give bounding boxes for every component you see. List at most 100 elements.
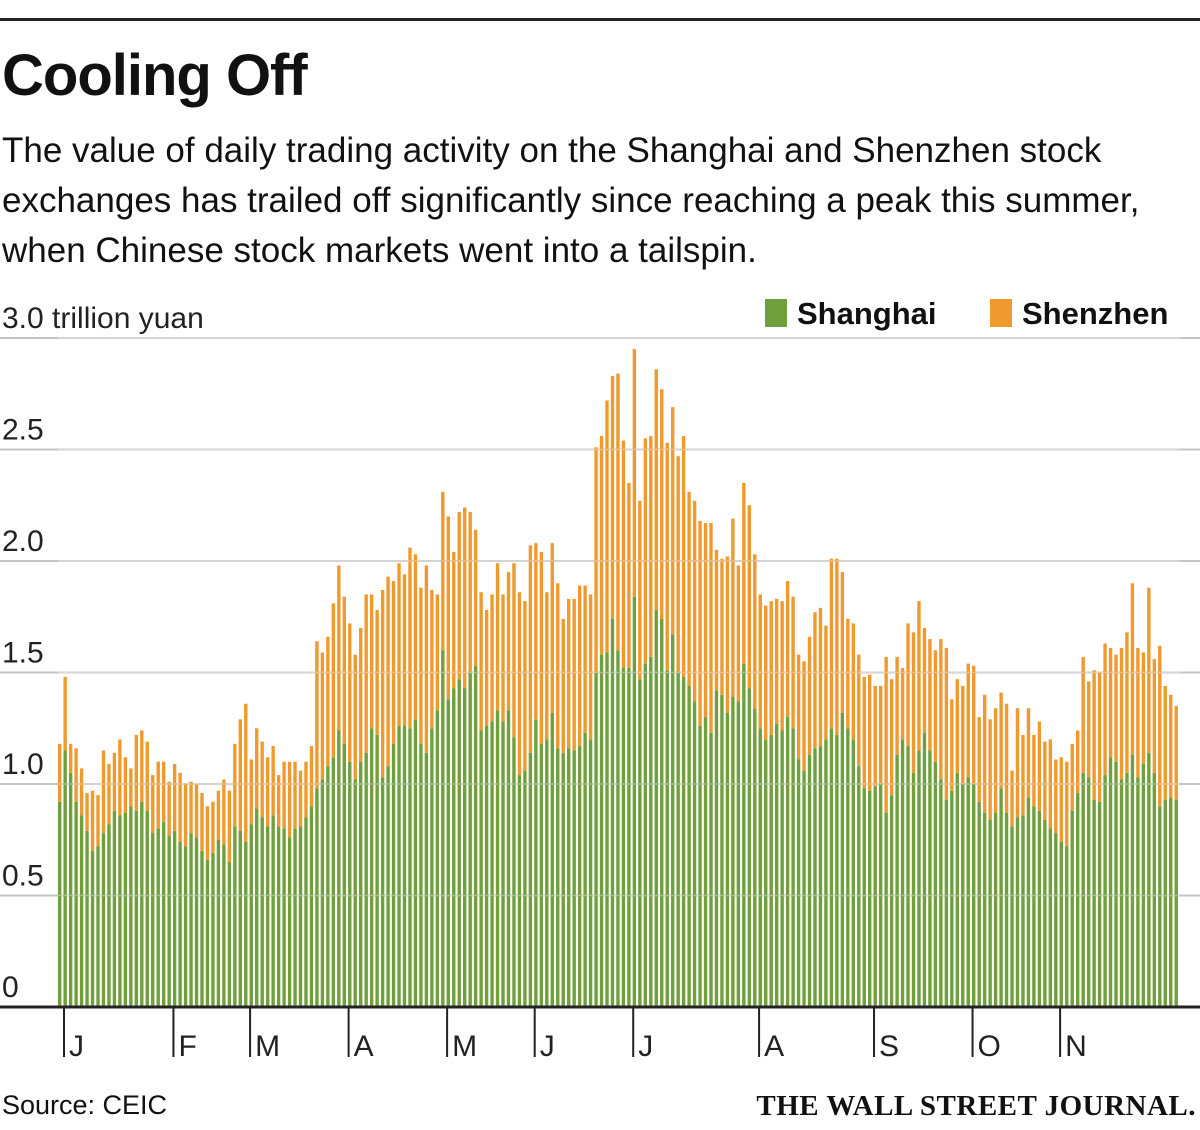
bar-shenzhen: [326, 636, 330, 767]
bar-shanghai: [413, 719, 418, 1007]
bar-shenzhen: [1086, 681, 1091, 778]
bar-shenzhen: [972, 665, 976, 784]
bar-shenzhen: [1081, 656, 1085, 773]
bar-shanghai: [906, 746, 910, 1007]
bar-shanghai: [331, 757, 336, 1007]
bar-shanghai: [391, 743, 396, 1007]
bar-shenzhen: [829, 558, 834, 729]
bar-shanghai: [424, 752, 429, 1007]
bar-shenzhen: [112, 752, 117, 811]
bar-shenzhen: [703, 523, 708, 718]
bar-shanghai: [588, 739, 593, 1007]
bar-shanghai: [320, 779, 325, 1007]
bar-shanghai: [955, 772, 959, 1007]
bar-shenzhen: [753, 554, 757, 709]
bar-shanghai: [583, 732, 587, 1007]
bar-shanghai: [123, 812, 128, 1007]
bar-shanghai: [244, 841, 248, 1007]
bar-shanghai: [698, 726, 702, 1007]
bar-shenzhen: [211, 801, 215, 854]
bar-shenzhen: [123, 757, 128, 813]
publisher-logo: THE WALL STREET JOURNAL.: [756, 1090, 1196, 1122]
bar-shanghai: [758, 728, 762, 1007]
bar-shenzhen: [244, 703, 248, 842]
bar-shanghai: [567, 748, 571, 1007]
bar-shenzhen: [807, 636, 812, 756]
bar-shenzhen: [736, 565, 741, 702]
bar-shanghai: [889, 795, 894, 1007]
bar-shenzhen: [430, 589, 434, 729]
bar-shenzhen: [1076, 730, 1080, 793]
bar-shenzhen: [151, 775, 155, 834]
bar-shanghai: [1026, 797, 1031, 1007]
bar-shenzhen: [1163, 685, 1167, 800]
bar-shanghai: [703, 717, 708, 1007]
bar-shanghai: [610, 618, 615, 1007]
bar-shenzhen: [1103, 643, 1107, 776]
bar-shenzhen: [145, 741, 149, 811]
bar-shanghai: [112, 810, 117, 1007]
bar-shanghai: [796, 759, 801, 1007]
bar-shanghai: [829, 728, 834, 1007]
bar-shanghai: [189, 833, 193, 1007]
bar-shenzhen: [118, 739, 122, 816]
legend: Shanghai Shenzhen: [765, 296, 1168, 331]
y-tick-label: 3.0 trillion yuan: [2, 302, 204, 335]
bar-shenzhen: [895, 656, 899, 756]
bar-shenzhen: [140, 730, 144, 802]
bar-shenzhen: [780, 601, 784, 731]
bar-shenzhen: [550, 543, 554, 713]
bar-shanghai: [807, 755, 812, 1007]
bar-shanghai: [649, 656, 653, 1007]
bar-shanghai: [824, 739, 828, 1007]
bar-shenzhen: [676, 456, 680, 673]
bar-shanghai: [156, 828, 160, 1007]
bar-shenzhen: [616, 373, 620, 651]
bar-shenzhen: [769, 601, 773, 735]
bar-shanghai: [216, 839, 221, 1007]
bar-shanghai: [747, 688, 752, 1007]
bar-shenzhen: [315, 641, 319, 789]
bar-shanghai: [742, 663, 746, 1007]
bar-shenzhen: [222, 779, 226, 845]
bar-shanghai: [151, 833, 155, 1007]
bar-shenzhen: [999, 692, 1003, 789]
bar-shanghai: [495, 710, 500, 1007]
bar-shanghai: [681, 676, 686, 1007]
bar-shenzhen: [501, 594, 505, 722]
bar-shanghai: [638, 679, 642, 1007]
bar-shanghai: [134, 810, 139, 1007]
bar-shanghai: [665, 670, 669, 1007]
bar-shanghai: [183, 846, 188, 1007]
bar-shanghai: [1081, 772, 1085, 1007]
bar-shenzhen: [216, 790, 221, 840]
bar-shanghai: [1103, 775, 1107, 1007]
bar-shanghai: [342, 743, 346, 1007]
legend-swatch-shanghai: [765, 299, 787, 327]
bar-shenzhen: [161, 761, 166, 822]
bar-shenzhen: [594, 447, 598, 673]
bar-shanghai: [982, 812, 987, 1007]
bar-shanghai: [397, 726, 401, 1007]
bar-shanghai: [731, 697, 735, 1007]
bars: [58, 349, 1178, 1007]
bar-shenzhen: [391, 581, 396, 744]
bar-shanghai: [140, 801, 144, 1007]
bar-shanghai: [687, 685, 691, 1007]
bar-shenzhen: [386, 576, 390, 767]
bar-shenzhen: [194, 784, 199, 838]
x-tick-label: J: [638, 1030, 653, 1063]
bar-shanghai: [512, 737, 516, 1007]
bar-shenzhen: [627, 482, 631, 669]
bar-shenzhen: [1048, 739, 1053, 829]
bar-shanghai: [1119, 779, 1124, 1007]
bar-shenzhen: [840, 572, 845, 713]
bar-shenzhen: [342, 596, 346, 744]
bar-shenzhen: [320, 652, 325, 780]
bar-shanghai: [835, 734, 839, 1007]
bar-shanghai: [1059, 841, 1063, 1007]
bar-shenzhen: [293, 761, 297, 829]
bar-shanghai: [1010, 826, 1014, 1007]
bar-shenzhen: [276, 775, 281, 827]
bar-shenzhen: [944, 647, 949, 800]
